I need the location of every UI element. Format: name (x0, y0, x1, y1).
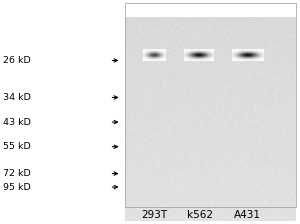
Text: 72 kD: 72 kD (3, 169, 31, 178)
Text: 95 kD: 95 kD (3, 183, 31, 192)
Text: 293T: 293T (141, 210, 168, 220)
Bar (124, 3, 296, 207)
Text: 43 kD: 43 kD (3, 118, 31, 127)
Text: k562: k562 (187, 210, 212, 220)
Text: A431: A431 (234, 210, 261, 220)
Text: 34 kD: 34 kD (3, 93, 31, 102)
Text: 26 kD: 26 kD (3, 56, 31, 65)
Text: 55 kD: 55 kD (3, 142, 31, 151)
